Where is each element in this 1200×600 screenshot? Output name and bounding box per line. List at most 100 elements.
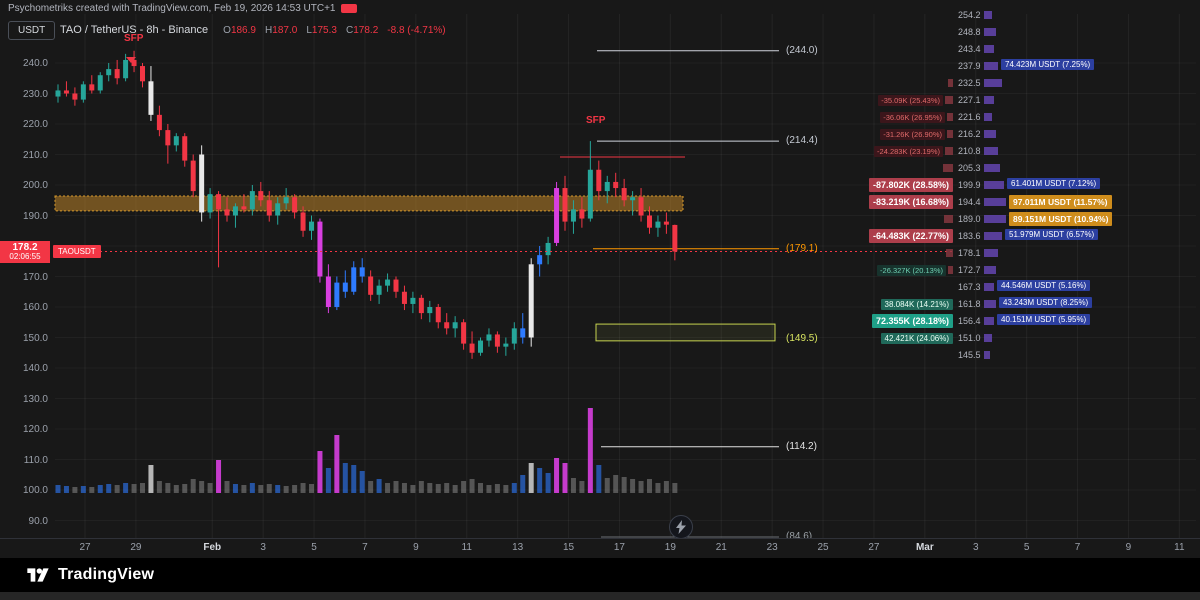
time-axis-tick: 27 — [79, 542, 91, 553]
symbol-title[interactable]: TAO / TetherUS - 8h - Binance — [60, 24, 209, 36]
volume-bar — [579, 481, 585, 493]
candle-body — [461, 322, 467, 344]
level-label[interactable]: (179.1) — [786, 242, 818, 254]
vp-price-tick: 221.6 — [958, 112, 981, 122]
candle-body — [190, 160, 196, 192]
level-label[interactable]: (244.0) — [786, 44, 818, 56]
level-label[interactable]: (114.2) — [786, 440, 817, 452]
volume-bar — [638, 481, 644, 493]
price-scale-unit-button[interactable]: USDT — [8, 21, 56, 40]
candle-body — [554, 188, 560, 243]
time-axis-tick: 7 — [362, 542, 368, 553]
volume-bar — [232, 484, 238, 493]
sfp-annotation-1[interactable]: SFP — [124, 33, 144, 44]
candle-body — [63, 90, 69, 94]
vp-buy-bar — [984, 334, 992, 342]
time-axis-tick: Feb — [203, 542, 222, 553]
ohlc-values: O186.9 H187.0 L175.3 C178.2 — [217, 24, 378, 36]
volume-bar — [292, 485, 298, 493]
volume-bar — [613, 475, 619, 493]
vp-buy-bar — [984, 317, 994, 325]
vp-buy-bar — [984, 130, 996, 138]
vp-buy-bar — [984, 215, 1006, 223]
candle-body — [545, 242, 551, 256]
vp-buy-bar — [984, 232, 1002, 240]
high-label: H — [265, 25, 273, 36]
volume-bar — [376, 479, 382, 493]
candle-body — [351, 267, 357, 292]
vp-buy-label: 97.011M USDT (11.57%) — [1009, 195, 1112, 209]
time-axis-tick: 15 — [562, 542, 575, 553]
volume-bar — [190, 479, 196, 493]
vp-price-tick: 210.8 — [958, 146, 981, 156]
volume-bar — [562, 463, 568, 493]
price-axis-tick: 170.0 — [22, 271, 48, 283]
vp-sell-label: -35.09K (25.43%) — [878, 95, 943, 106]
lightning-icon[interactable] — [669, 515, 693, 539]
time-axis-tick: 13 — [512, 542, 524, 553]
time-axis-tick: Mar — [915, 542, 934, 553]
volume-bar — [368, 481, 374, 493]
price-axis-tick: 230.0 — [22, 88, 48, 100]
candle-body — [503, 343, 509, 347]
lightning-bolt-glyph — [676, 520, 686, 534]
candle-body — [393, 279, 399, 292]
vp-sell-bar — [945, 96, 953, 104]
level-label[interactable]: (84.6) — [786, 530, 813, 542]
level-label[interactable]: (149.5) — [786, 333, 818, 345]
current-price-label[interactable]: 178.2 02:06:55 — [0, 241, 50, 263]
volume-bar — [114, 485, 120, 493]
vp-sell-bar — [948, 266, 953, 274]
candle-body — [182, 136, 188, 161]
volume-bar — [309, 484, 314, 493]
volume-bar — [537, 468, 543, 493]
volume-bar — [97, 485, 103, 493]
vp-buy-bar — [984, 28, 996, 36]
vp-buy-bar — [984, 96, 994, 104]
candle-body — [469, 343, 475, 353]
vp-sell-label: 72.355K (28.18%) — [871, 314, 953, 328]
volume-bar — [173, 485, 179, 493]
candle-body — [655, 221, 661, 228]
volume-bar — [55, 485, 61, 493]
vp-buy-bar — [984, 266, 996, 274]
vp-buy-label: 74.423M USDT (7.25%) — [1001, 59, 1095, 70]
time-axis[interactable] — [0, 538, 1200, 559]
candle-body — [114, 69, 120, 79]
candle-body — [216, 194, 222, 210]
vp-buy-label: 89.151M USDT (10.94%) — [1009, 212, 1113, 226]
volume-bar — [249, 483, 255, 493]
tradingview-logo-text[interactable]: TradingView — [58, 566, 155, 583]
vp-sell-bar — [944, 215, 953, 223]
time-axis-tick: 11 — [1174, 542, 1185, 553]
vp-buy-bar — [984, 45, 994, 53]
time-axis-tick: 27 — [868, 542, 880, 553]
vp-buy-bar — [984, 147, 998, 155]
level-label[interactable]: (214.4) — [786, 135, 818, 147]
volume-bar — [148, 465, 154, 493]
candle-body — [410, 297, 416, 304]
volume-bar — [199, 481, 205, 493]
sfp-annotation-2[interactable]: SFP — [586, 115, 606, 126]
candle-body — [283, 197, 289, 204]
candle-body — [275, 203, 281, 216]
volume-bar — [494, 484, 500, 493]
volume-bar — [393, 481, 399, 493]
vp-sell-bar — [946, 249, 953, 257]
high-value: 187.0 — [272, 25, 298, 36]
volume-bar — [131, 484, 137, 493]
volume-bar — [630, 479, 636, 493]
change-value: -8.8 (-4.71%) — [387, 24, 446, 36]
candle-body — [579, 209, 585, 219]
candle-body — [478, 340, 483, 353]
time-axis-tick: 9 — [413, 542, 419, 553]
volume-bar — [511, 483, 517, 493]
tradingview-logo-icon[interactable] — [26, 565, 50, 585]
volume-bar — [140, 483, 145, 493]
vp-buy-bar — [984, 113, 992, 121]
volume-bar — [452, 485, 458, 493]
candle-body — [596, 169, 602, 192]
symbol-tag[interactable]: TAOUSDT — [53, 245, 101, 258]
candle-body — [435, 307, 441, 323]
